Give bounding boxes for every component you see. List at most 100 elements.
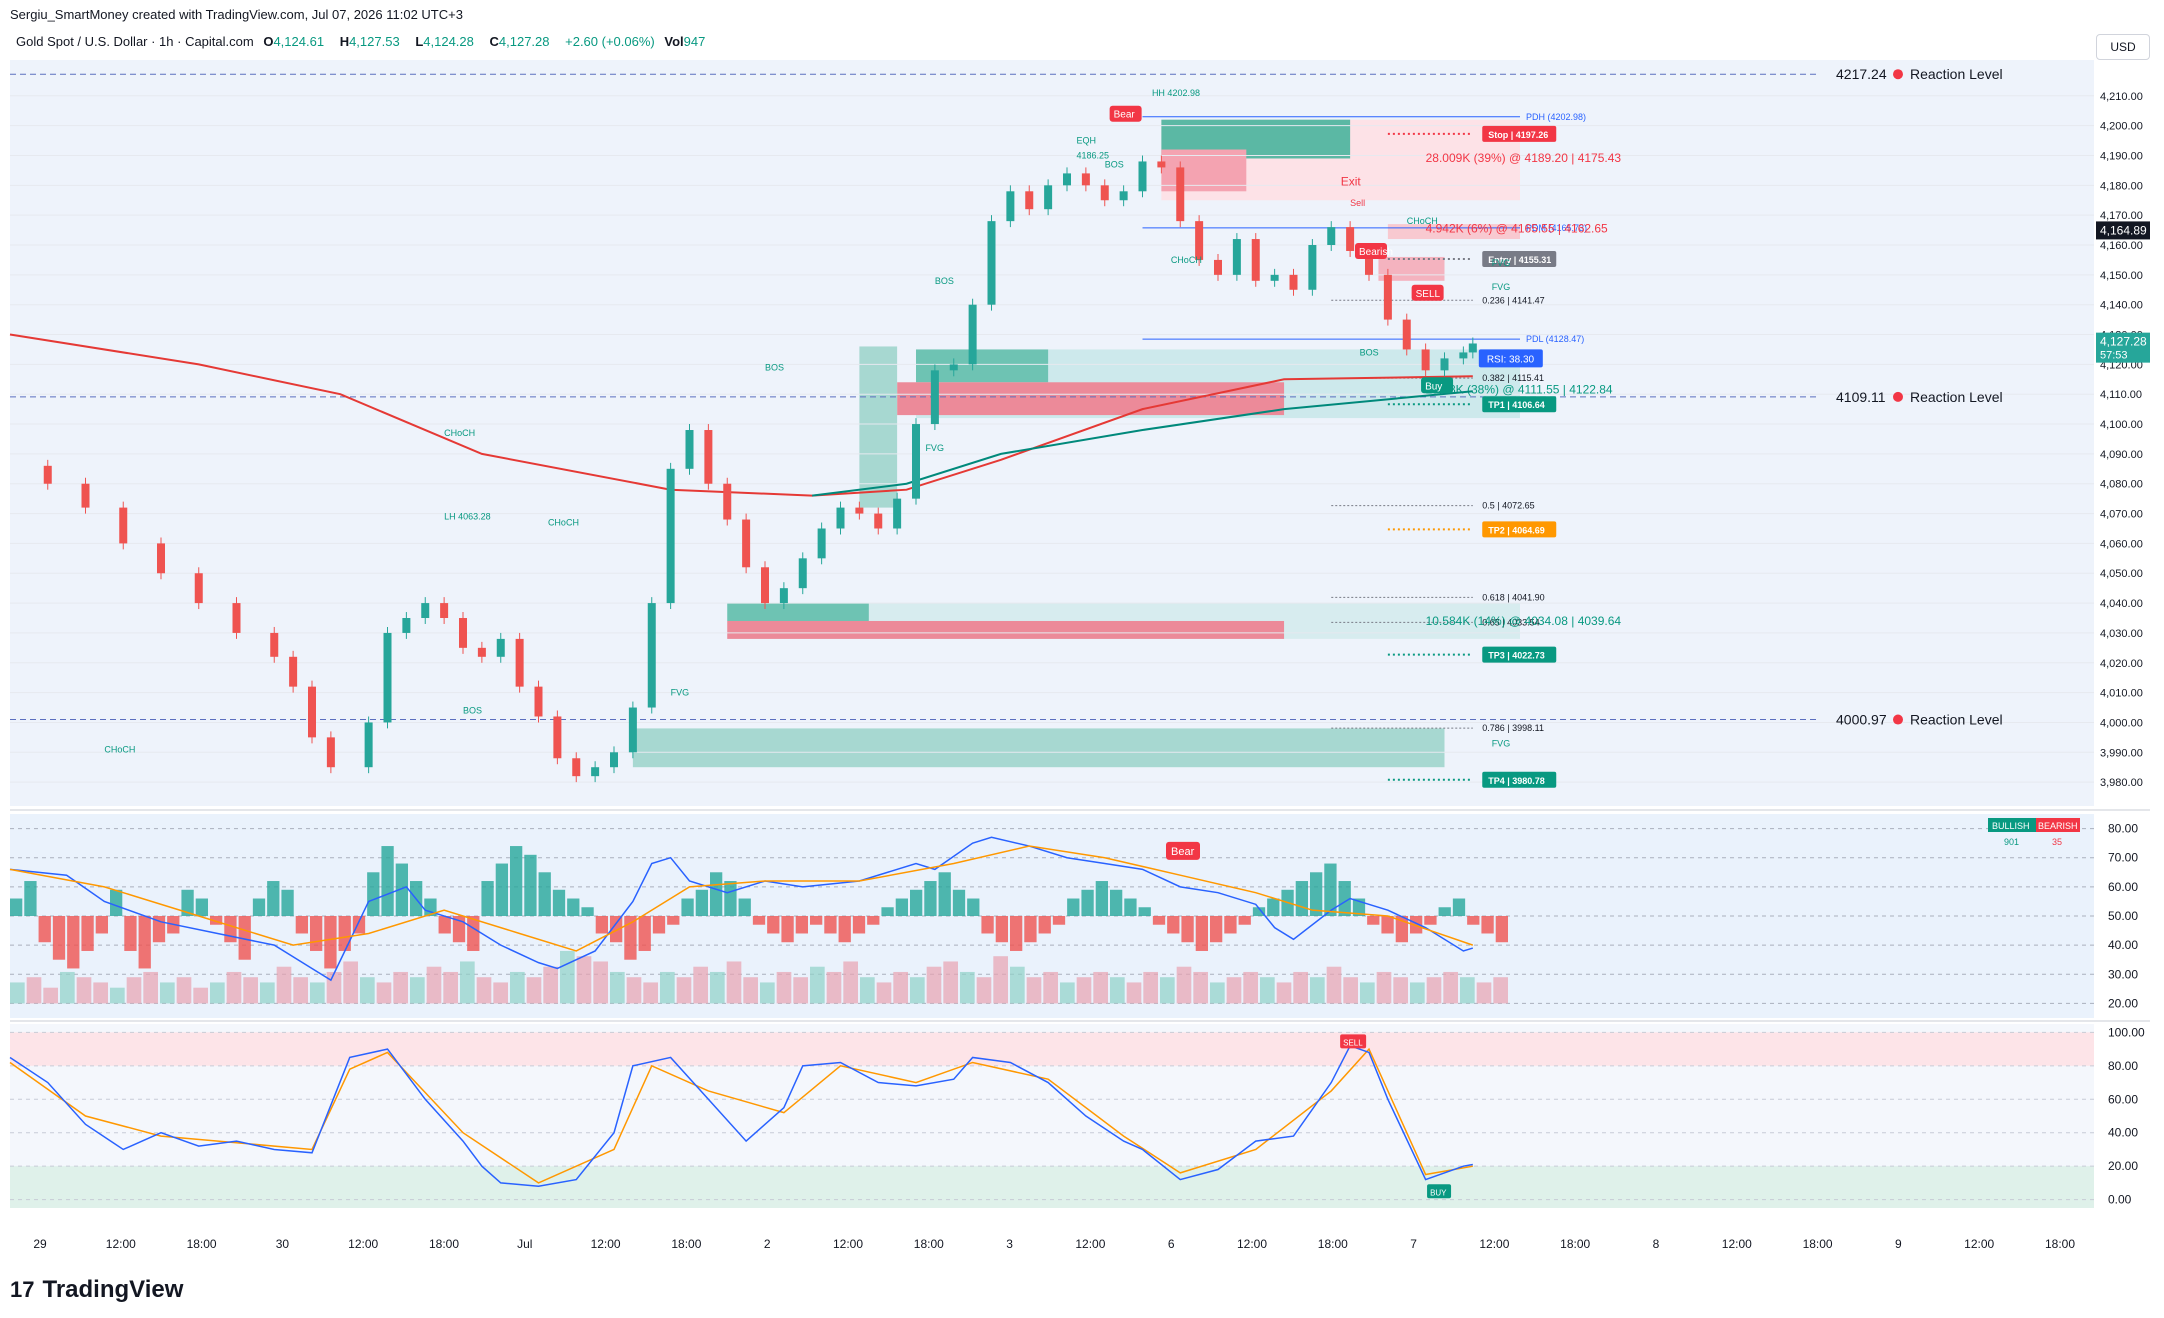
volume-bar	[1326, 966, 1342, 1004]
rsi-histogram-bar	[567, 898, 580, 916]
fib-label: 0.382 | 4115.41	[1482, 373, 1544, 383]
price-tick-label: 4,010.00	[2100, 688, 2143, 700]
candle-body	[1383, 274, 1392, 320]
structure-label: FVG	[1492, 738, 1511, 748]
time-tick-label: 30	[276, 1237, 290, 1251]
price-tick-label: 4,150.00	[2100, 270, 2143, 282]
time-tick-label: 6	[1168, 1237, 1175, 1251]
volume-bar	[960, 971, 975, 1004]
pdm-price: 4,164.89	[2100, 223, 2147, 237]
candle-body	[1138, 161, 1147, 192]
candle-body	[855, 507, 864, 514]
candle-body	[647, 603, 656, 708]
volume-bar	[1176, 966, 1192, 1004]
stoch-axis-label: 0.00	[2108, 1193, 2132, 1207]
volume-bar	[943, 961, 958, 1004]
candle-body	[1119, 191, 1128, 201]
rsi-histogram-bar	[352, 916, 366, 934]
candle-body	[1176, 167, 1185, 222]
time-tick-label: 3	[1006, 1237, 1013, 1251]
rsi-histogram-bar	[1424, 916, 1437, 925]
volume-bar	[293, 977, 308, 1004]
zone-volume-label: 27.48K (38%) @ 4111.55 | 4122.84	[1426, 383, 1613, 397]
rsi-histogram-bar	[852, 916, 866, 934]
rsi-histogram-bar	[281, 889, 294, 916]
candle-body	[1421, 349, 1430, 371]
candle-body	[723, 483, 732, 520]
symbol-name[interactable]: Gold Spot / U.S. Dollar · 1h · Capital.c…	[16, 34, 254, 49]
supply-zone	[1161, 119, 1520, 201]
candle-body	[289, 656, 298, 687]
rsi-histogram-bar	[995, 916, 1008, 943]
rsi-histogram-bar	[1238, 916, 1251, 925]
candle-body	[1468, 343, 1477, 353]
zone-volume-label: 4.942K (6%) @ 4165.55 | 4162.65	[1426, 221, 1608, 235]
volume-bar	[93, 982, 108, 1004]
candle-body	[893, 498, 902, 529]
rsi-histogram-bar	[424, 898, 437, 916]
volume-bar	[443, 971, 458, 1004]
trade-label-bg	[1482, 771, 1557, 788]
rsi-histogram-bar	[1281, 889, 1294, 916]
candle-body	[798, 558, 807, 589]
demand-zone	[916, 349, 1520, 419]
rsi-histogram-bar	[638, 916, 651, 951]
tradingview-brand[interactable]: 17 TradingView	[10, 1276, 183, 1304]
rsi-histogram-bar	[210, 916, 223, 925]
volume-bar	[1376, 971, 1392, 1004]
volume-bar	[1443, 971, 1458, 1004]
candle-body	[1402, 319, 1411, 350]
volume-bar	[210, 982, 225, 1004]
rsi-histogram-bar	[52, 916, 66, 960]
volume-bar	[160, 982, 175, 1004]
structure-label: CHoCH	[1407, 216, 1438, 226]
candle-body	[1044, 185, 1053, 210]
rsi-histogram-bar	[252, 898, 266, 916]
structure-label: CHoCH	[1171, 255, 1202, 265]
rsi-histogram-bar	[724, 881, 737, 916]
rsi-histogram-bar	[1095, 881, 1108, 916]
rsi-histogram-bar	[1167, 916, 1180, 934]
structure-label: BOS	[935, 276, 954, 286]
bearish-badge: Bearish	[1359, 247, 1393, 258]
rsi-histogram-bar	[824, 916, 837, 934]
zone-volume-label: 10.584K (14%) @ 4034.08 | 4039.64	[1426, 614, 1622, 628]
currency-button[interactable]: USD	[2096, 34, 2150, 60]
rsi-histogram-bar	[667, 916, 680, 925]
candle-body	[459, 618, 467, 648]
rsi-histogram-bar	[1138, 907, 1151, 916]
rsi-histogram-bar	[1024, 916, 1037, 943]
volume-bar	[1043, 971, 1058, 1004]
low-value: L4,124.28	[415, 34, 474, 49]
volume-bar	[310, 982, 325, 1004]
rsi-histogram-bar	[867, 916, 880, 925]
volume-bar	[60, 971, 75, 1004]
volume-bar	[1226, 977, 1242, 1004]
volume-bar	[276, 966, 292, 1004]
rsi-histogram-bar	[467, 916, 480, 951]
candle-body	[610, 752, 618, 768]
volume-bar	[660, 971, 675, 1004]
stoch-overbought-zone	[10, 1032, 2094, 1066]
fvg-zone	[632, 728, 1445, 768]
bull-legend-bg	[1988, 818, 2036, 832]
main-pane-bg	[10, 60, 2094, 806]
trade-label-bg	[1482, 125, 1557, 142]
candle-body	[232, 603, 241, 633]
candle-body	[704, 430, 713, 484]
candle-body	[326, 737, 335, 768]
volume-bar	[10, 982, 25, 1004]
volume-bar	[926, 966, 942, 1004]
rsi-histogram-bar	[538, 872, 551, 916]
structure-label: CHoCH	[444, 428, 475, 438]
time-tick-label: 12:00	[1075, 1237, 1105, 1251]
volume-bar	[1360, 982, 1375, 1004]
bearish-badge-bg	[1355, 242, 1387, 259]
reaction-level-label: Reaction Level	[1910, 712, 2003, 728]
candle-body	[43, 465, 52, 484]
candle-body	[666, 468, 675, 604]
volume-bar	[1026, 977, 1042, 1004]
candle-body	[1440, 358, 1449, 371]
rsi-histogram-bar	[967, 898, 980, 916]
